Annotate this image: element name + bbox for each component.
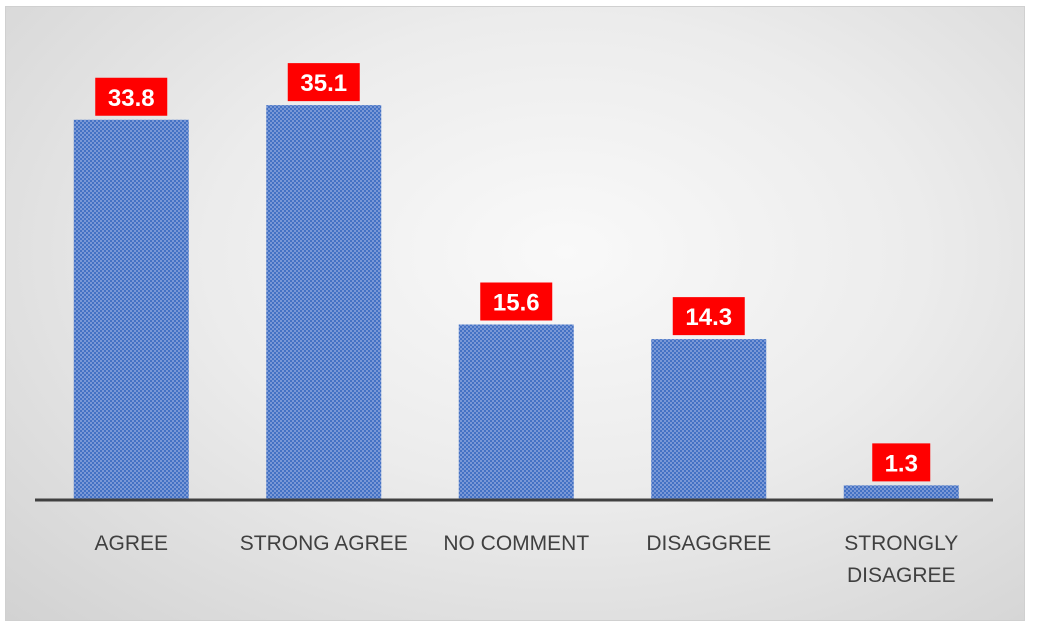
- category-label-3: DISAGGREE: [646, 532, 771, 555]
- bar-4: [843, 485, 959, 500]
- bars-group: [73, 105, 959, 500]
- bar-0: [73, 119, 189, 500]
- data-label-1: 35.1: [300, 70, 347, 97]
- category-label-0: AGREE: [94, 532, 168, 555]
- bar-3: [651, 339, 767, 500]
- data-label-3: 14.3: [685, 304, 732, 331]
- bar-1: [266, 105, 382, 500]
- data-label-box-1: [287, 63, 360, 102]
- data-labels-group: 33.8 35.1 15.6 14.3 1.3: [95, 63, 931, 482]
- data-label-box-2: [480, 282, 553, 321]
- category-label-4: STRONGLY DISAGREE: [844, 532, 958, 587]
- data-label-box-0: [95, 77, 168, 116]
- data-label-2: 15.6: [493, 290, 540, 317]
- category-labels-group: AGREE STRONG AGREE NO COMMENT DISAGGREE STRO…: [94, 532, 958, 587]
- data-label-box-4: [872, 443, 931, 482]
- data-label-box-3: [672, 297, 745, 336]
- data-label-4: 1.3: [885, 450, 918, 477]
- category-label-1: STRONG AGREE: [240, 532, 408, 555]
- data-label-0: 33.8: [108, 85, 155, 112]
- bar-2: [458, 324, 574, 500]
- category-label-2: NO COMMENT: [443, 532, 589, 555]
